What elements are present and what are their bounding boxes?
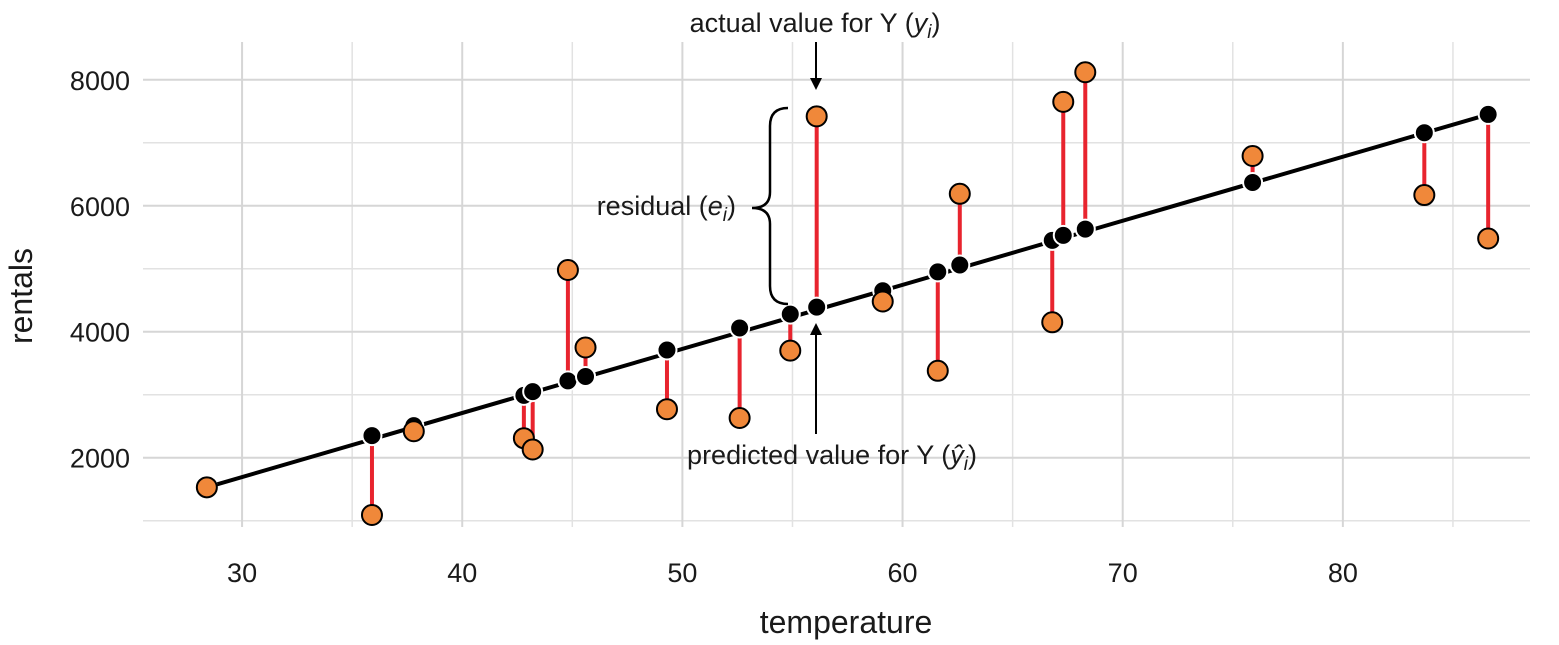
- annotation-predicted: predicted value for Y (ŷi): [687, 323, 977, 475]
- actual-point: [871, 290, 894, 313]
- regression-line: [206, 112, 1489, 490]
- annotation-actual-sub: i: [927, 22, 932, 43]
- annotation-actual: actual value for Y (yi): [690, 8, 941, 90]
- annotation-residual-var: e: [708, 191, 723, 221]
- actual-point: [1074, 61, 1097, 84]
- predicted-point: [1052, 224, 1074, 246]
- x-tick-label: 70: [1108, 558, 1138, 588]
- predicted-point: [1074, 218, 1096, 240]
- annotation-predicted-suffix: ): [968, 440, 977, 470]
- actual-point: [1052, 90, 1075, 113]
- actual-points: [195, 61, 1500, 527]
- actual-point: [728, 407, 751, 430]
- x-tick-label: 30: [227, 558, 257, 588]
- annotation-predicted-sub: i: [964, 454, 969, 475]
- predicted-point: [1242, 171, 1264, 193]
- y-tick-label: 6000: [70, 192, 130, 222]
- annotation-residual: residual (ei): [597, 106, 789, 306]
- y-tick-label: 4000: [70, 318, 130, 348]
- predicted-point: [779, 303, 801, 325]
- annotation-actual-prefix: actual value for Y (: [690, 8, 914, 38]
- predicted-point: [927, 261, 949, 283]
- y-tick-label: 8000: [70, 66, 130, 96]
- annotation-actual-var: y: [912, 8, 929, 38]
- svg-text:residual (ei): residual (ei): [597, 191, 736, 226]
- y-tick-label: 2000: [70, 444, 130, 474]
- actual-point: [1041, 311, 1064, 334]
- predicted-point: [575, 365, 597, 387]
- predicted-point: [361, 425, 383, 447]
- actual-point: [556, 259, 579, 282]
- actual-point: [779, 339, 802, 362]
- predicted-point: [656, 339, 678, 361]
- predicted-point: [1477, 103, 1499, 125]
- predicted-point: [1413, 122, 1435, 144]
- x-tick-label: 40: [447, 558, 477, 588]
- actual-point: [926, 359, 949, 382]
- x-tick-label: 50: [667, 558, 697, 588]
- annotation-residual-suffix: ): [727, 191, 736, 221]
- x-axis-title: temperature: [760, 604, 933, 640]
- x-tick-label: 60: [888, 558, 918, 588]
- actual-point: [521, 438, 544, 461]
- actual-point: [1477, 227, 1500, 250]
- annotation-predicted-prefix: predicted value for Y (: [687, 440, 950, 470]
- residual-brace: [751, 106, 789, 306]
- actual-arrow-head: [810, 78, 822, 90]
- y-tick-labels: 2000 4000 6000 8000: [70, 66, 130, 474]
- x-tick-label: 80: [1328, 558, 1358, 588]
- svg-text:predicted value for Y (ŷi): predicted value for Y (ŷi): [687, 440, 977, 475]
- actual-point: [360, 504, 383, 527]
- actual-point: [195, 476, 218, 499]
- predicted-arrow-head: [810, 323, 822, 335]
- predicted-point: [806, 296, 828, 318]
- annotation-residual-sub: i: [723, 205, 728, 226]
- annotation-predicted-var: ŷ: [948, 440, 965, 470]
- actual-point: [655, 398, 678, 421]
- actual-point: [574, 336, 597, 359]
- x-tick-labels: 30 40 50 60 70 80: [227, 558, 1358, 588]
- annotation-residual-prefix: residual (: [597, 191, 708, 221]
- svg-text:actual value for Y (yi): actual value for Y (yi): [690, 8, 941, 43]
- annotation-actual-suffix: ): [931, 8, 940, 38]
- actual-point: [805, 105, 828, 128]
- actual-point: [402, 420, 425, 443]
- predicted-point: [949, 254, 971, 276]
- actual-point: [1413, 184, 1436, 207]
- predicted-point: [522, 381, 544, 403]
- actual-point: [948, 182, 971, 205]
- predicted-point: [729, 317, 751, 339]
- y-axis-title: rentals: [3, 248, 39, 344]
- predicted-point: [557, 370, 579, 392]
- actual-point: [1241, 145, 1264, 168]
